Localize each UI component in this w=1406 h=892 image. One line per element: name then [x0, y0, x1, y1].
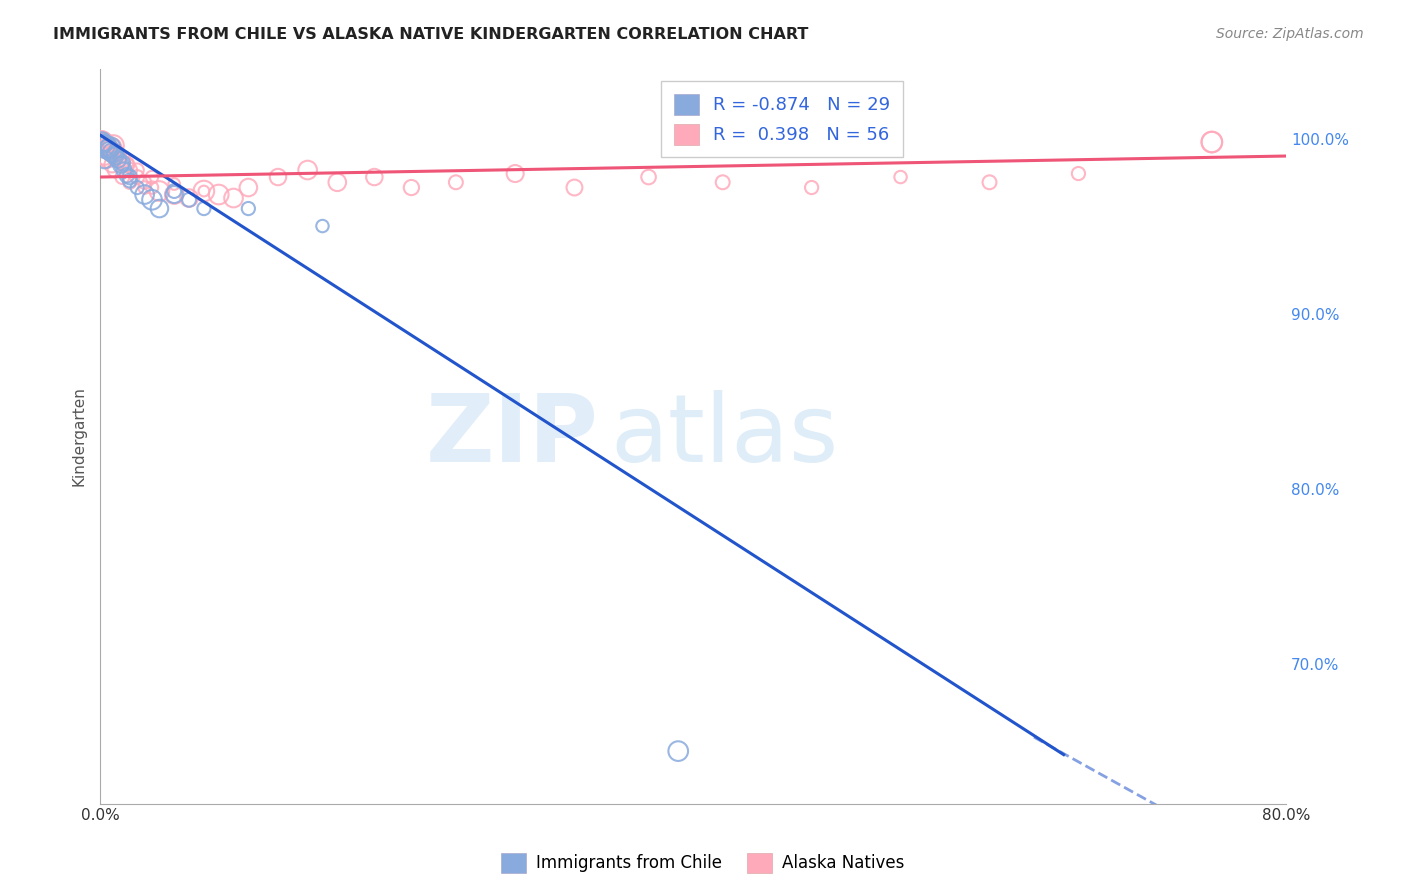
Point — [193, 202, 215, 216]
Point — [101, 158, 124, 172]
Point — [103, 138, 125, 153]
Point — [222, 191, 245, 205]
Legend: Immigrants from Chile, Alaska Natives: Immigrants from Chile, Alaska Natives — [495, 847, 911, 880]
Point — [503, 167, 526, 181]
Point — [141, 180, 163, 194]
Point — [208, 187, 231, 202]
Point — [326, 175, 349, 189]
Point — [107, 153, 129, 167]
Point — [141, 193, 163, 207]
Point — [118, 175, 141, 189]
Point — [134, 187, 156, 202]
Point — [177, 193, 200, 207]
Point — [104, 163, 127, 178]
Point — [979, 175, 1001, 189]
Point — [127, 169, 149, 184]
Point — [101, 140, 124, 154]
Point — [193, 184, 215, 198]
Point — [118, 169, 141, 184]
Point — [148, 202, 170, 216]
Point — [90, 135, 112, 149]
Point — [444, 175, 467, 189]
Point — [311, 219, 333, 233]
Point — [127, 163, 149, 178]
Point — [711, 175, 734, 189]
Point — [94, 142, 117, 156]
Point — [401, 180, 423, 194]
Point — [890, 169, 912, 184]
Point — [93, 153, 115, 167]
Point — [118, 173, 141, 187]
Point — [93, 136, 115, 151]
Point — [96, 142, 118, 156]
Point — [163, 187, 186, 202]
Text: ZIP: ZIP — [425, 390, 598, 482]
Point — [100, 144, 122, 158]
Point — [111, 156, 134, 170]
Point — [141, 169, 163, 184]
Text: Source: ZipAtlas.com: Source: ZipAtlas.com — [1216, 27, 1364, 41]
Point — [163, 187, 186, 202]
Point — [118, 163, 141, 178]
Point — [666, 744, 689, 758]
Point — [297, 163, 319, 178]
Point — [238, 180, 260, 194]
Point — [267, 169, 290, 184]
Point — [96, 153, 118, 167]
Point — [91, 138, 114, 153]
Point — [1201, 135, 1223, 149]
Point — [112, 163, 135, 178]
Point — [90, 133, 112, 147]
Point — [101, 145, 124, 160]
Point — [1067, 167, 1090, 181]
Point — [104, 147, 127, 161]
Point — [107, 149, 129, 163]
Point — [564, 180, 586, 194]
Point — [115, 158, 138, 172]
Legend: R = -0.874   N = 29, R =  0.398   N = 56: R = -0.874 N = 29, R = 0.398 N = 56 — [661, 81, 903, 157]
Point — [363, 169, 385, 184]
Point — [163, 177, 186, 191]
Point — [94, 140, 117, 154]
Point — [1201, 135, 1223, 149]
Point — [238, 202, 260, 216]
Point — [111, 153, 134, 167]
Point — [98, 144, 121, 158]
Point — [134, 180, 156, 194]
Point — [115, 169, 138, 183]
Text: IMMIGRANTS FROM CHILE VS ALASKA NATIVE KINDERGARTEN CORRELATION CHART: IMMIGRANTS FROM CHILE VS ALASKA NATIVE K… — [53, 27, 808, 42]
Point — [134, 175, 156, 189]
Point — [94, 138, 117, 153]
Point — [100, 145, 122, 160]
Point — [100, 140, 122, 154]
Point — [107, 153, 129, 167]
Point — [93, 138, 115, 153]
Point — [637, 169, 659, 184]
Point — [163, 184, 186, 198]
Point — [800, 180, 823, 194]
Text: atlas: atlas — [610, 390, 838, 482]
Point — [104, 149, 127, 163]
Point — [91, 136, 114, 151]
Point — [96, 140, 118, 154]
Point — [110, 158, 132, 172]
Point — [98, 142, 121, 156]
Point — [104, 145, 127, 160]
Point — [177, 191, 200, 205]
Y-axis label: Kindergarten: Kindergarten — [72, 386, 86, 486]
Point — [93, 149, 115, 163]
Point — [148, 184, 170, 198]
Point — [115, 158, 138, 172]
Point — [91, 135, 114, 149]
Point — [111, 169, 134, 184]
Point — [127, 180, 149, 194]
Point — [193, 184, 215, 198]
